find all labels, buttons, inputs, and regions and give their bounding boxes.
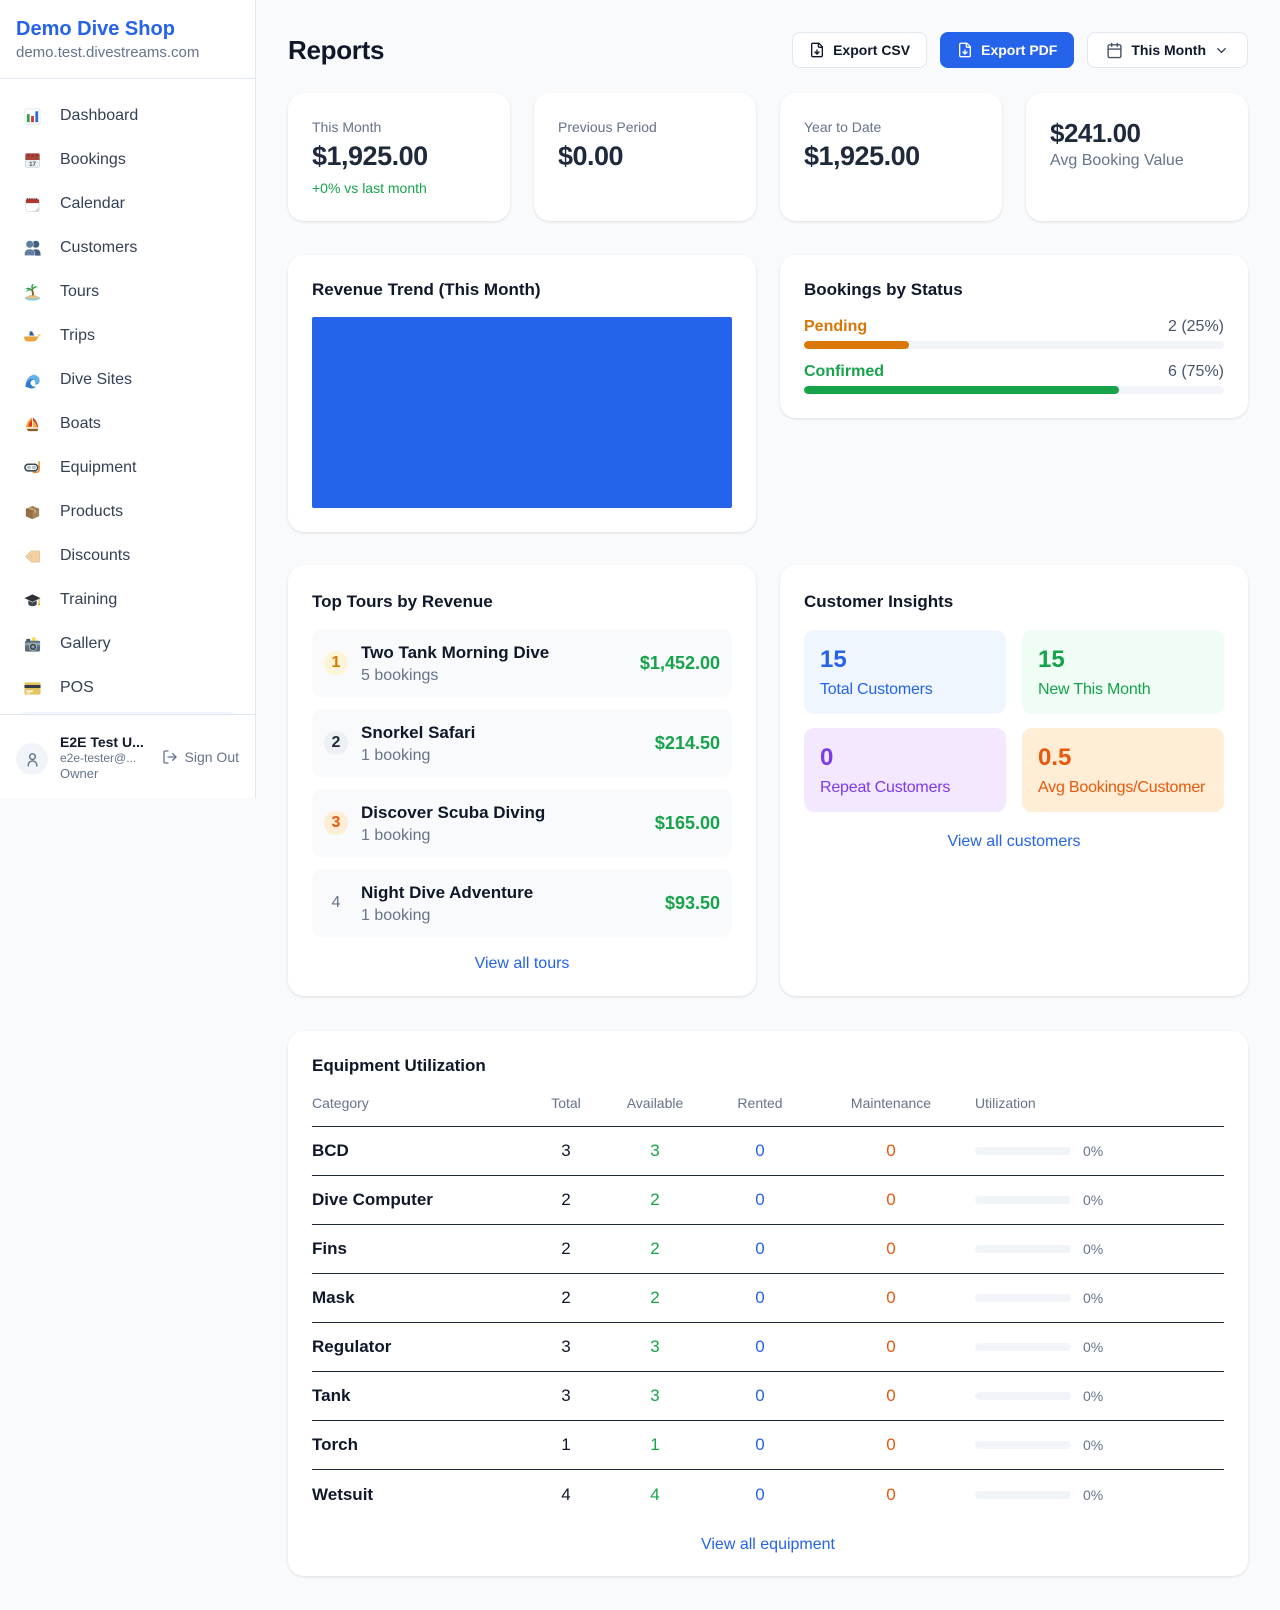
- svg-text:17: 17: [29, 161, 36, 168]
